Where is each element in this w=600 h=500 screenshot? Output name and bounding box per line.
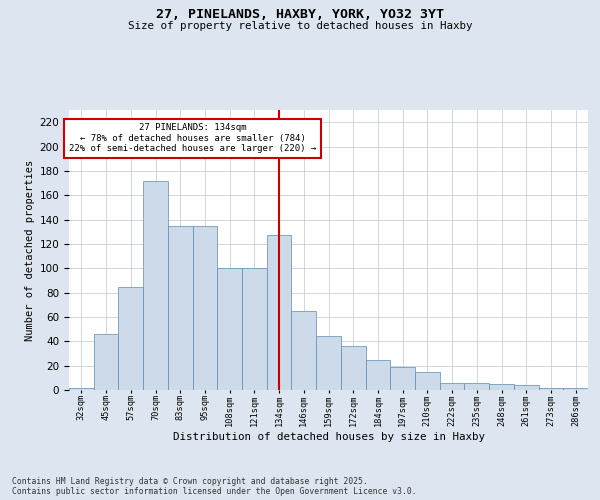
Text: Size of property relative to detached houses in Haxby: Size of property relative to detached ho…: [128, 21, 472, 31]
Bar: [341, 346, 365, 390]
Bar: [415, 372, 440, 390]
Bar: [390, 367, 415, 390]
Text: Distribution of detached houses by size in Haxby: Distribution of detached houses by size …: [173, 432, 485, 442]
Bar: [118, 286, 143, 390]
Bar: [539, 388, 563, 390]
Bar: [440, 382, 464, 390]
Text: Contains HM Land Registry data © Crown copyright and database right 2025.
Contai: Contains HM Land Registry data © Crown c…: [12, 476, 416, 496]
Y-axis label: Number of detached properties: Number of detached properties: [25, 160, 35, 340]
Bar: [143, 180, 168, 390]
Bar: [94, 334, 118, 390]
Bar: [464, 382, 489, 390]
Bar: [365, 360, 390, 390]
Bar: [242, 268, 267, 390]
Bar: [168, 226, 193, 390]
Bar: [489, 384, 514, 390]
Bar: [316, 336, 341, 390]
Bar: [514, 385, 539, 390]
Text: 27, PINELANDS, HAXBY, YORK, YO32 3YT: 27, PINELANDS, HAXBY, YORK, YO32 3YT: [156, 8, 444, 20]
Bar: [193, 226, 217, 390]
Bar: [292, 311, 316, 390]
Bar: [267, 236, 292, 390]
Bar: [563, 388, 588, 390]
Bar: [69, 388, 94, 390]
Text: 27 PINELANDS: 134sqm
← 78% of detached houses are smaller (784)
22% of semi-deta: 27 PINELANDS: 134sqm ← 78% of detached h…: [69, 124, 316, 153]
Bar: [217, 268, 242, 390]
